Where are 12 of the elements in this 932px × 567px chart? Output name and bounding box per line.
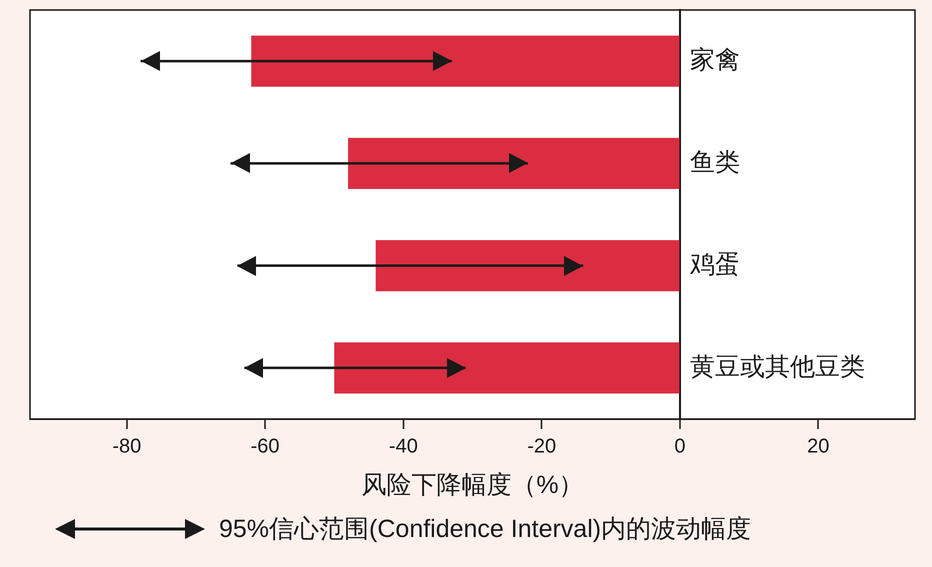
x-tick-label: -80 xyxy=(112,436,142,458)
y-tick-label: 鸡蛋 xyxy=(688,250,740,279)
x-tick-label: 0 xyxy=(674,436,686,458)
x-tick-label: -60 xyxy=(250,436,280,458)
y-tick-label: 家禽 xyxy=(690,46,740,74)
y-tick-label: 黄豆或其他豆类 xyxy=(690,352,865,381)
text: 95%信心范围(Confidence Interval)内的波动幅度 xyxy=(219,514,752,545)
x-axis-title: 风险下降幅度（%） xyxy=(361,470,584,499)
x-tick-label: -20 xyxy=(527,436,556,458)
x-tick-label: 20 xyxy=(807,436,830,458)
y-tick-label: 鱼类 xyxy=(690,148,740,176)
x-tick-label: -40 xyxy=(388,436,418,458)
